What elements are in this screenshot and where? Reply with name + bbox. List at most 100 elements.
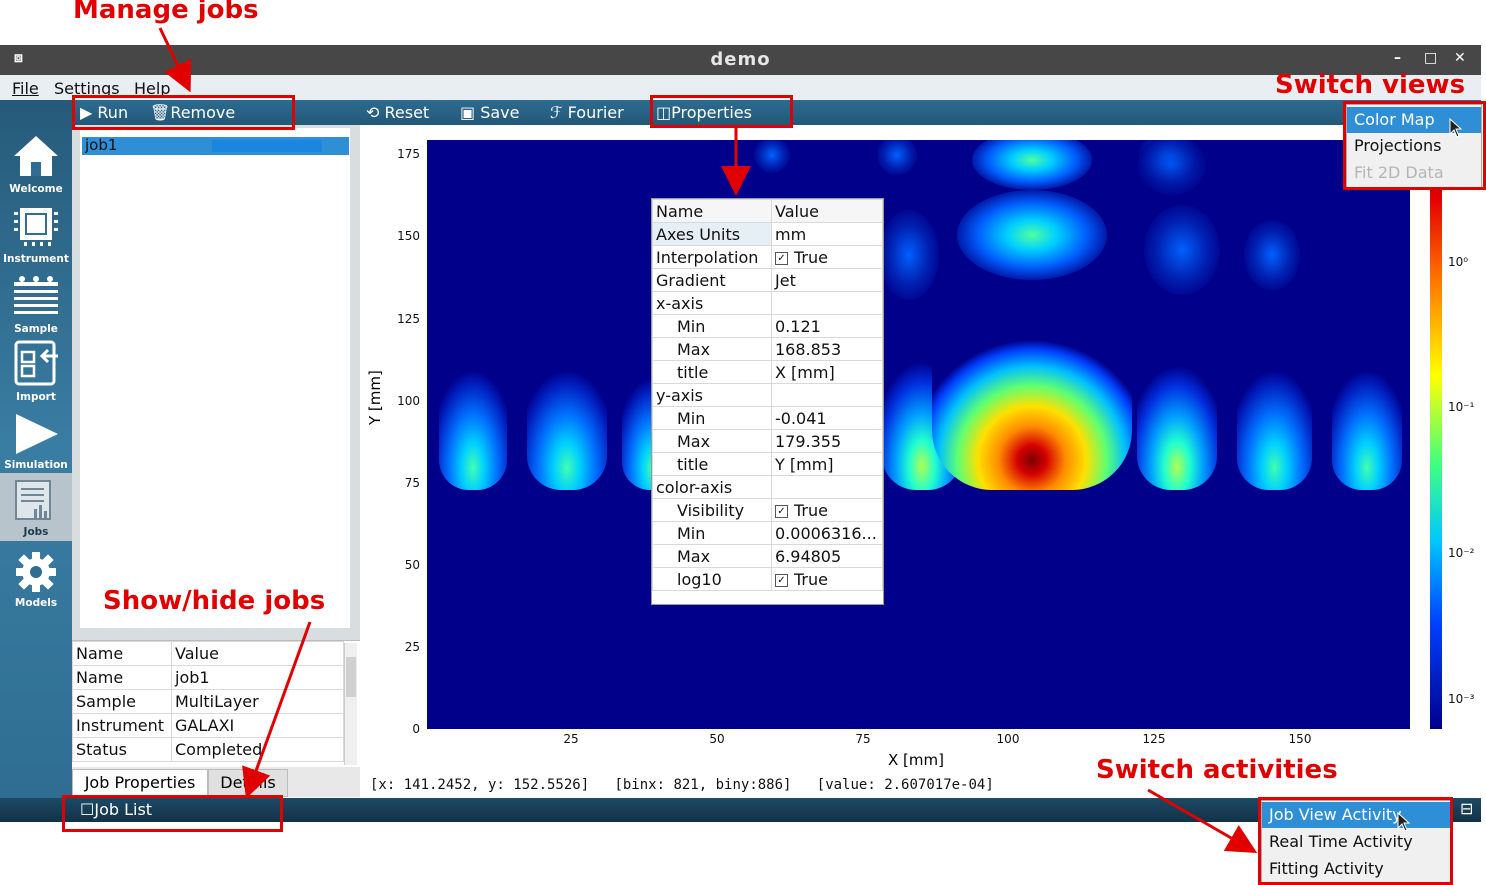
sidebar-item-label: Welcome — [9, 183, 63, 195]
property-value[interactable] — [771, 383, 883, 407]
property-value[interactable]: ✓ True — [771, 567, 883, 591]
property-value-text: True — [794, 247, 828, 267]
checkbox-icon[interactable]: ✓ — [775, 251, 788, 265]
plot-status-line: [x: 141.2452, y: 152.5526] [binx: 821, b… — [370, 777, 994, 793]
scrollbar-thumb[interactable] — [346, 657, 356, 697]
property-value[interactable]: 168.853 — [771, 337, 883, 361]
menu-item-real-time-activity[interactable]: Real Time Activity — [1269, 832, 1413, 851]
sidebar-item-welcome[interactable]: Welcome — [0, 130, 72, 198]
minimize-button[interactable]: – — [1394, 50, 1401, 66]
y-tick-label: 0 — [412, 722, 420, 736]
property-value[interactable]: 0.121 — [771, 314, 883, 338]
table-row[interactable]: x-axis — [652, 291, 883, 315]
property-name: Gradient — [652, 268, 772, 292]
x-tick-label: 150 — [1288, 732, 1312, 746]
property-value[interactable] — [771, 475, 883, 499]
table-row[interactable]: Name job1 — [72, 665, 344, 690]
tab-job-properties[interactable]: Job Properties — [72, 769, 208, 798]
table-row[interactable]: title Y [mm] — [652, 452, 883, 476]
sidebar-item-jobs[interactable]: Jobs — [0, 473, 72, 541]
table-row[interactable]: y-axis — [652, 383, 883, 407]
y-tick-label: 75 — [404, 476, 420, 490]
property-value[interactable]: Y [mm] — [771, 452, 883, 476]
sidebar-item-sample[interactable]: Sample — [0, 270, 72, 338]
menu-item-projections[interactable]: Projections — [1354, 136, 1442, 155]
sidebar-item-models[interactable]: Models — [0, 544, 72, 612]
job-list-toggle[interactable]: ☐Job List — [80, 800, 152, 819]
save-button[interactable]: ▣ Save — [460, 103, 520, 122]
table-row[interactable]: Max 6.94805 — [652, 544, 883, 568]
x-tick-label: 75 — [855, 732, 871, 746]
scrollbar[interactable] — [344, 643, 357, 765]
property-value[interactable]: ✓ True — [771, 498, 883, 522]
maximize-button[interactable]: □ — [1424, 50, 1438, 66]
property-value[interactable]: -0.041 — [771, 406, 883, 430]
activity-switch-icon[interactable]: ⊟ — [1460, 799, 1474, 818]
property-value[interactable]: ✓ True — [771, 245, 883, 269]
heatmap-canvas — [427, 140, 1410, 729]
activity-sidebar: Welcome Instrument Sample Import Simulat… — [0, 100, 72, 798]
table-row[interactable]: Max 168.853 — [652, 337, 883, 361]
intensity-heatmap[interactable] — [427, 140, 1410, 729]
cell-value[interactable]: Completed — [171, 737, 344, 762]
header-name: Name — [72, 641, 172, 666]
header-name: Name — [652, 199, 772, 223]
cell-value[interactable]: job1 — [171, 665, 344, 690]
sidebar-item-simulation[interactable]: Simulation — [0, 406, 72, 474]
table-row[interactable]: Gradient Jet — [652, 268, 883, 292]
property-value[interactable]: 6.94805 — [771, 544, 883, 568]
cell-value[interactable]: GALAXI — [171, 713, 344, 738]
property-value[interactable]: Jet — [771, 268, 883, 292]
checkbox-icon[interactable]: ✓ — [775, 504, 788, 518]
cell-value[interactable]: MultiLayer — [171, 689, 344, 714]
tab-details[interactable]: Details — [208, 769, 288, 797]
table-row[interactable]: title X [mm] — [652, 360, 883, 384]
trash-icon: 🗑 — [150, 103, 171, 122]
y-tick-label: 100 — [397, 394, 420, 408]
table-row[interactable]: Interpolation ✓ True — [652, 245, 883, 269]
sidebar-item-import[interactable]: Import — [0, 338, 72, 406]
table-row[interactable]: Axes Units mm — [652, 222, 883, 246]
list-item[interactable]: job1 — [82, 136, 349, 155]
menu-item-fitting-activity[interactable]: Fitting Activity — [1269, 859, 1384, 878]
table-row[interactable]: Instrument GALAXI — [72, 713, 344, 738]
sidebar-item-label: Jobs — [23, 526, 49, 538]
annotation-switch-views: Switch views — [1275, 70, 1466, 100]
checkbox-icon[interactable]: ✓ — [775, 573, 788, 587]
table-row[interactable]: Visibility ✓ True — [652, 498, 883, 522]
property-name: y-axis — [652, 383, 772, 407]
menu-item-job-view-activity[interactable]: Job View Activity — [1262, 802, 1451, 828]
close-button[interactable]: ✕ — [1454, 50, 1466, 66]
save-label: Save — [480, 103, 520, 122]
sidebar-item-instrument[interactable]: Instrument — [0, 200, 72, 268]
property-value[interactable] — [771, 291, 883, 315]
table-row[interactable]: Min 0.121 — [652, 314, 883, 338]
x-tick-label: 50 — [709, 732, 725, 746]
menu-settings[interactable]: Settings — [54, 79, 120, 98]
menu-file[interactable]: File — [12, 79, 39, 98]
property-value[interactable]: 0.0006316... — [771, 521, 883, 545]
property-value[interactable]: 179.355 — [771, 429, 883, 453]
table-row[interactable]: Status Completed — [72, 737, 344, 762]
reset-button[interactable]: ⟲ Reset — [366, 103, 429, 122]
x-tick-label: 25 — [563, 732, 579, 746]
table-row[interactable]: Min 0.0006316... — [652, 521, 883, 545]
table-row[interactable]: log10 ✓ True — [652, 567, 883, 591]
run-label: Run — [97, 103, 129, 122]
table-row[interactable]: Max 179.355 — [652, 429, 883, 453]
properties-button[interactable]: ◫Properties — [656, 103, 752, 122]
property-value[interactable]: X [mm] — [771, 360, 883, 384]
annotation-box-properties — [650, 95, 793, 128]
cell-name: Status — [72, 737, 172, 762]
run-button[interactable]: ▶ Run — [80, 103, 128, 122]
table-row[interactable]: Min -0.041 — [652, 406, 883, 430]
property-value[interactable]: mm — [771, 222, 883, 246]
remove-button[interactable]: 🗑Remove — [150, 103, 235, 122]
table-row[interactable]: color-axis — [652, 475, 883, 499]
table-row[interactable]: Sample MultiLayer — [72, 689, 344, 714]
property-name: Axes Units — [652, 222, 772, 246]
fourier-button[interactable]: ℱ Fourier — [550, 103, 624, 122]
colorbar-tick: 10⁰ — [1448, 255, 1469, 269]
app-menu-icon[interactable]: ⧈ — [14, 50, 23, 66]
job-list[interactable] — [80, 128, 350, 628]
